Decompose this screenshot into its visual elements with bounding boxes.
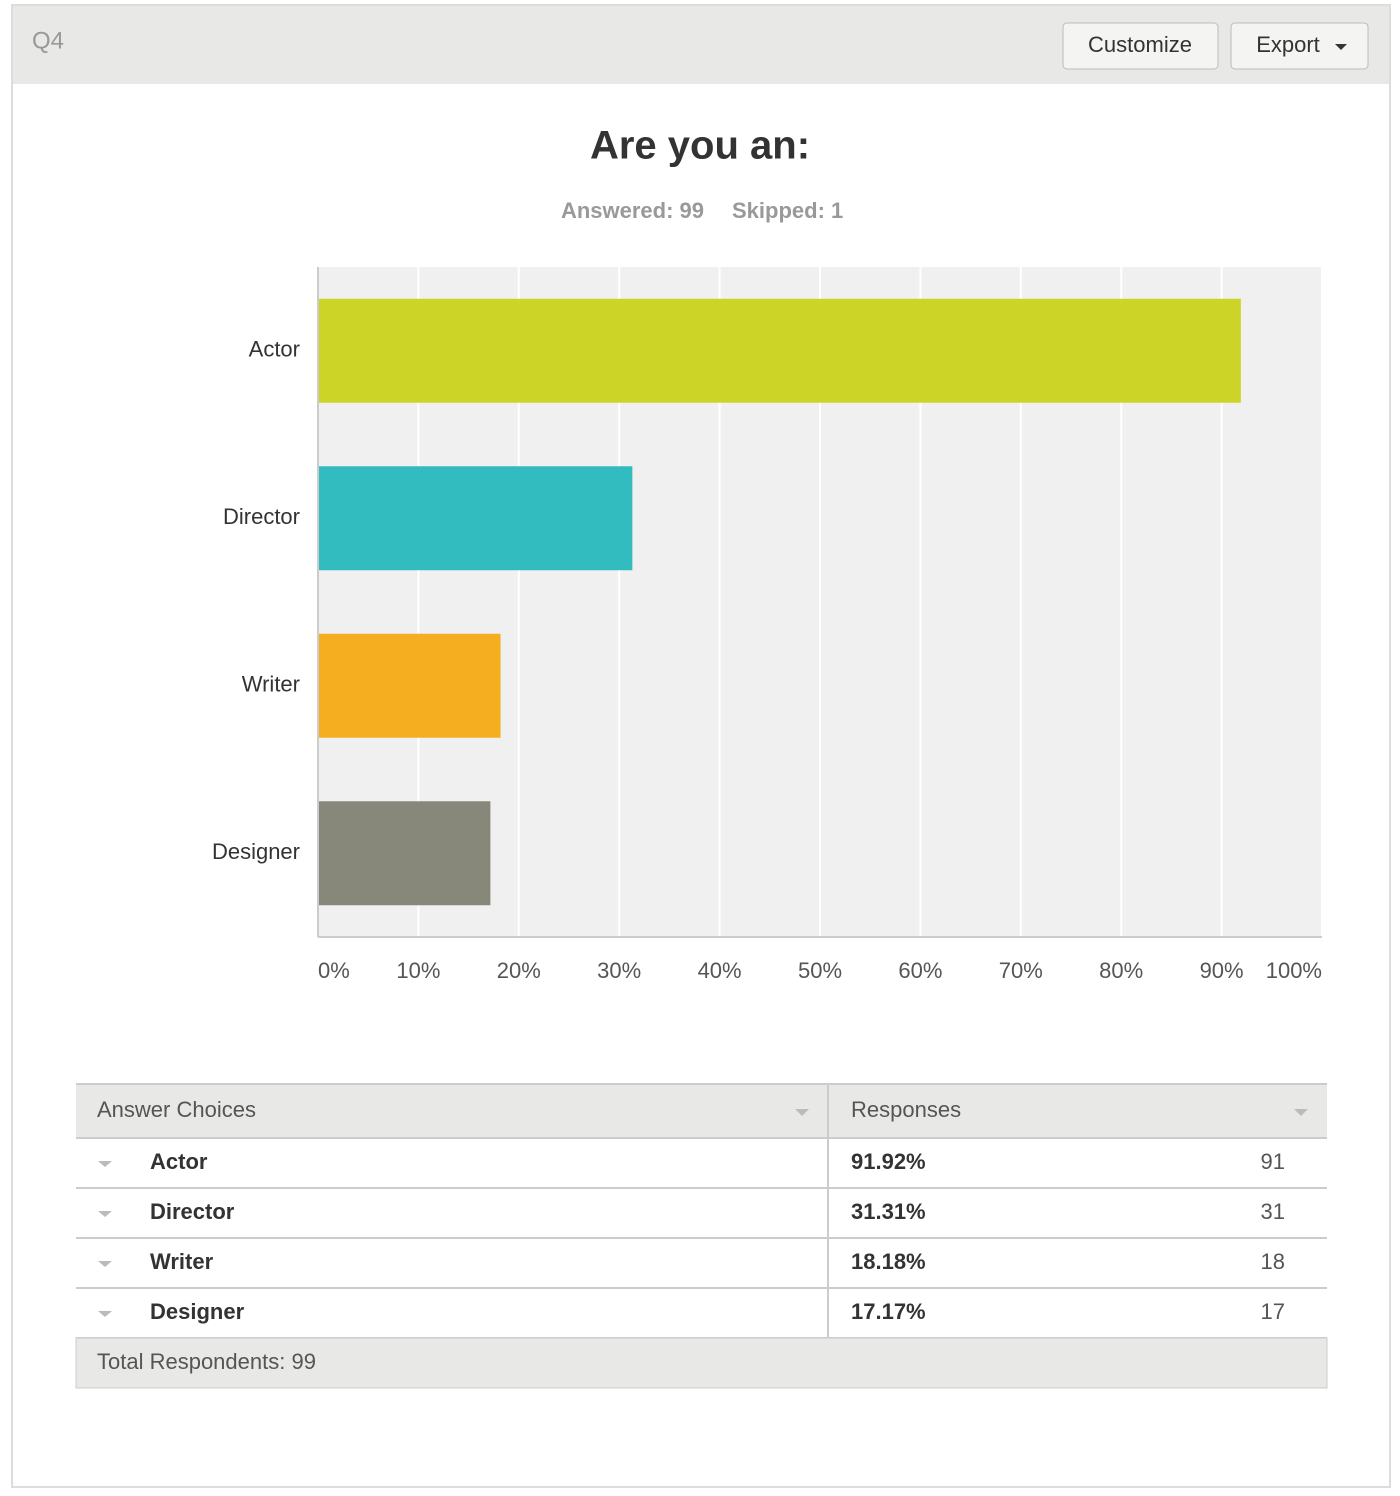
response-percent: 18.18%: [851, 1249, 926, 1274]
chart-title: Are you an:: [590, 124, 810, 168]
customize-button[interactable]: Customize: [1062, 22, 1219, 70]
caret[interactable]: [1335, 44, 1347, 50]
total-respondents: Total Respondents: 99: [97, 1349, 316, 1374]
bar: [318, 801, 491, 906]
answer-choice: Designer: [150, 1299, 245, 1324]
response-count: 18: [1261, 1249, 1285, 1274]
button-label[interactable]: Export: [1256, 32, 1320, 57]
x-tick-label: 20%: [497, 958, 541, 983]
x-tick-label: 50%: [798, 958, 842, 983]
answer-choice: Actor: [150, 1149, 208, 1174]
x-tick-label: 70%: [999, 958, 1043, 983]
column-header: Answer Choices: [97, 1097, 256, 1122]
y-tick-label: Actor: [249, 337, 300, 362]
bar: [318, 298, 1241, 403]
response-count: 31: [1261, 1199, 1285, 1224]
table-footer: [75, 1337, 1328, 1389]
answer-choice: Writer: [150, 1249, 214, 1274]
y-tick-label: Designer: [212, 839, 300, 864]
x-tick-label: 10%: [396, 958, 440, 983]
bar: [318, 466, 633, 571]
x-tick-label: 0%: [318, 958, 350, 983]
response-count: 17: [1261, 1299, 1285, 1324]
skipped: Skipped: 1: [732, 198, 843, 223]
x-tick-label: 30%: [597, 958, 641, 983]
row-caret: [98, 1211, 112, 1217]
column-header: Responses: [851, 1097, 961, 1122]
button-bg[interactable]: [1230, 22, 1369, 70]
button-label[interactable]: Customize: [1088, 32, 1192, 57]
button-bg[interactable]: [1062, 22, 1219, 70]
row-caret: [98, 1161, 112, 1167]
x-tick-label: 90%: [1200, 958, 1244, 983]
question-label: Q4: [32, 27, 64, 54]
row-caret: [98, 1311, 112, 1317]
table-header: [76, 1084, 1327, 1138]
response-percent: 31.31%: [851, 1199, 926, 1224]
sort-icon[interactable]: [1294, 1109, 1308, 1116]
response-percent: 17.17%: [851, 1299, 926, 1324]
response-count: 91: [1261, 1149, 1285, 1174]
answered: Answered: 99: [561, 198, 704, 223]
answer-choice: Director: [150, 1199, 235, 1224]
response-percent: 91.92%: [851, 1149, 926, 1174]
bar: [318, 633, 501, 738]
x-tick-label: 100%: [1266, 958, 1322, 983]
row-caret: [98, 1261, 112, 1267]
y-tick-label: Writer: [242, 672, 300, 697]
x-tick-label: 60%: [898, 958, 942, 983]
sort-icon[interactable]: [795, 1109, 809, 1116]
export-button[interactable]: Export: [1230, 22, 1369, 70]
x-tick-label: 80%: [1099, 958, 1143, 983]
x-tick-label: 40%: [698, 958, 742, 983]
y-tick-label: Director: [223, 504, 300, 529]
